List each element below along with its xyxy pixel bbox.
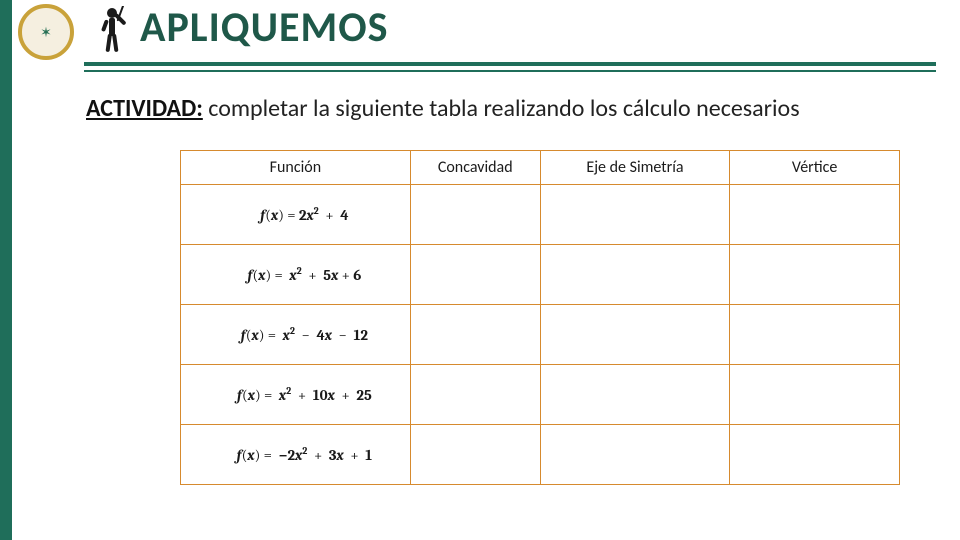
math-expression: f(x) = x2 + 5x + 6 bbox=[248, 266, 362, 284]
math-expression: f(x) = x2 + 10x + 25 bbox=[237, 386, 372, 404]
logo-mark-icon: ✶ bbox=[40, 24, 52, 41]
activity-label: ACTIVIDAD: bbox=[86, 94, 203, 123]
left-accent-stripe bbox=[0, 0, 12, 540]
math-expression: f(x) = x2 − 4x − 12 bbox=[241, 326, 368, 344]
cell-funcion: f(x) = −2x2 + 3x + 1 bbox=[181, 425, 411, 485]
column-header-eje: Eje de Simetría bbox=[540, 151, 730, 185]
activity-text: completar la siguiente tabla realizando … bbox=[203, 94, 800, 123]
cell-eje bbox=[540, 425, 730, 485]
cell-vertice bbox=[730, 365, 900, 425]
table-row: f(x) = x2 + 5x + 6 bbox=[181, 245, 900, 305]
cell-funcion: f(x) = x2 + 5x + 6 bbox=[181, 245, 411, 305]
cell-vertice bbox=[730, 185, 900, 245]
column-header-funcion: Función bbox=[181, 151, 411, 185]
math-expression: f(x) = −2x2 + 3x + 1 bbox=[237, 446, 373, 464]
cell-concavidad bbox=[410, 245, 540, 305]
cell-vertice bbox=[730, 305, 900, 365]
cell-vertice bbox=[730, 425, 900, 485]
cell-concavidad bbox=[410, 185, 540, 245]
page-title: APLIQUEMOS bbox=[140, 2, 388, 53]
cell-eje bbox=[540, 185, 730, 245]
school-logo: ✶ bbox=[18, 4, 74, 60]
cell-vertice bbox=[730, 245, 900, 305]
cell-funcion: f(x) = x2 − 4x − 12 bbox=[181, 305, 411, 365]
cell-eje bbox=[540, 245, 730, 305]
math-expression: f(x) = 2x2 + 4 bbox=[260, 206, 348, 224]
cell-eje bbox=[540, 305, 730, 365]
cell-funcion: f(x) = x2 + 10x + 25 bbox=[181, 365, 411, 425]
column-header-concavidad: Concavidad bbox=[410, 151, 540, 185]
cell-concavidad bbox=[410, 305, 540, 365]
pointing-person-icon bbox=[98, 6, 132, 58]
table-row: f(x) = x2 + 10x + 25 bbox=[181, 365, 900, 425]
table-row: f(x) = −2x2 + 3x + 1 bbox=[181, 425, 900, 485]
table-row: f(x) = x2 − 4x − 12 bbox=[181, 305, 900, 365]
column-header-vertice: Vértice bbox=[730, 151, 900, 185]
table-header-row: Función Concavidad Eje de Simetría Vérti… bbox=[181, 151, 900, 185]
functions-table: Función Concavidad Eje de Simetría Vérti… bbox=[180, 150, 900, 485]
title-underline-thick bbox=[84, 62, 936, 66]
activity-instruction: ACTIVIDAD: completar la siguiente tabla … bbox=[86, 94, 800, 123]
cell-concavidad bbox=[410, 365, 540, 425]
title-underline-thin bbox=[84, 70, 936, 72]
slide-page: ✶ APLIQUEMOS ACTIVIDAD: completar la sig… bbox=[0, 0, 960, 540]
cell-funcion: f(x) = 2x2 + 4 bbox=[181, 185, 411, 245]
table-row: f(x) = 2x2 + 4 bbox=[181, 185, 900, 245]
cell-eje bbox=[540, 365, 730, 425]
table-body: f(x) = 2x2 + 4 f(x) = x2 + 5x + 6 f(x) =… bbox=[181, 185, 900, 485]
cell-concavidad bbox=[410, 425, 540, 485]
